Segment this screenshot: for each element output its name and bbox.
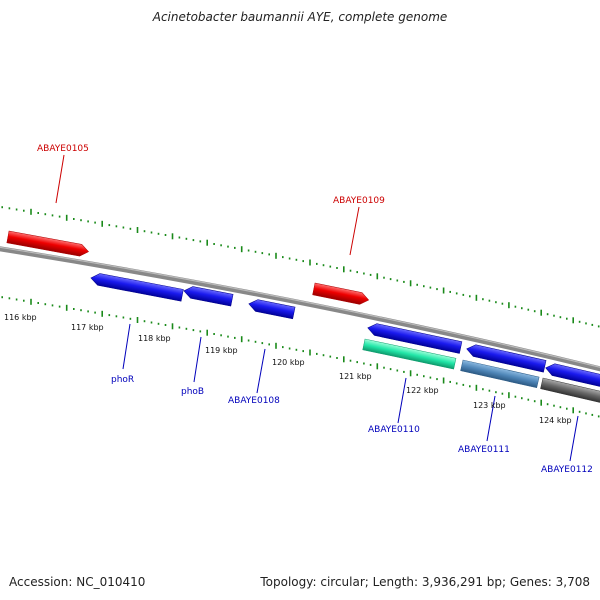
feature-ABAYE0112-bar[interactable]	[540, 377, 600, 405]
leader-ABAYE0108	[256, 348, 266, 394]
gene-ABAYE0110-upper-arrow[interactable]	[367, 322, 463, 354]
gene-ABAYE0105-arrow[interactable]	[6, 230, 90, 258]
kbp-label: 118 kbp	[138, 334, 171, 343]
label-ABAYE0109[interactable]: ABAYE0109	[333, 196, 385, 206]
feature-ABAYE0111-bar[interactable]	[460, 359, 540, 389]
label-ABAYE0108[interactable]: ABAYE0108	[228, 396, 280, 406]
label-ABAYE0111[interactable]: ABAYE0111	[458, 445, 510, 455]
kbp-label: 116 kbp	[4, 313, 37, 322]
leader-phoR	[122, 323, 131, 370]
gene-ABAYE0111-upper-arrow[interactable]	[465, 343, 547, 373]
genome-summary-text: Topology: circular; Length: 3,936,291 bp…	[260, 575, 590, 589]
kbp-label: 121 kbp	[339, 372, 372, 381]
label-ABAYE0110[interactable]: ABAYE0110	[368, 425, 420, 435]
gene-ABAYE0112-upper-arrow[interactable]	[544, 362, 600, 390]
label-phoB[interactable]: phoB	[181, 387, 204, 397]
kbp-label: 123 kbp	[473, 401, 506, 410]
leader-ABAYE0109	[349, 206, 360, 256]
leader-ABAYE0110	[397, 377, 407, 424]
kbp-label: 117 kbp	[71, 323, 104, 332]
inner-tick-track	[1, 296, 600, 418]
leader-ABAYE0112	[569, 415, 579, 462]
accession-text: Accession: NC_010410	[9, 575, 146, 589]
kbp-label: 122 kbp	[406, 386, 439, 395]
genome-backbone	[0, 246, 600, 372]
gene-phoB-arrow[interactable]	[183, 285, 234, 307]
feature-ABAYE0110-bar[interactable]	[362, 338, 457, 370]
label-ABAYE0112[interactable]: ABAYE0112	[541, 465, 593, 475]
kbp-label: 120 kbp	[272, 358, 305, 367]
leader-phoB	[193, 336, 202, 383]
gene-ABAYE0109-arrow[interactable]	[312, 282, 370, 306]
map-title: Acinetobacter baumannii AYE, complete ge…	[152, 10, 448, 24]
kbp-label: 124 kbp	[539, 416, 572, 425]
kbp-label: 119 kbp	[205, 346, 238, 355]
label-ABAYE0105[interactable]: ABAYE0105	[37, 144, 89, 154]
label-phoR[interactable]: phoR	[111, 375, 134, 385]
leader-ABAYE0111	[486, 395, 496, 442]
outer-tick-track	[1, 206, 600, 328]
gene-ABAYE0108-arrow[interactable]	[248, 298, 296, 320]
gene-phoR-arrow[interactable]	[90, 272, 184, 302]
leader-ABAYE0105	[55, 154, 65, 204]
